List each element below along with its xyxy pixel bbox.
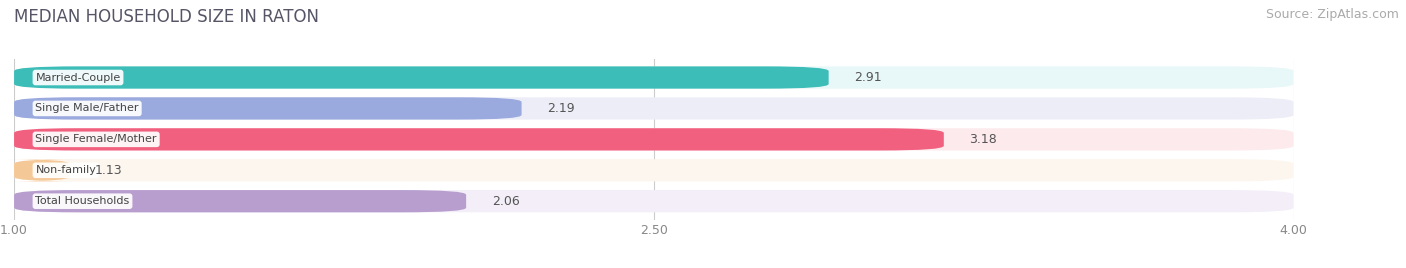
Text: 2.19: 2.19	[547, 102, 575, 115]
FancyBboxPatch shape	[14, 190, 1294, 212]
FancyBboxPatch shape	[14, 190, 467, 212]
Text: 2.06: 2.06	[492, 195, 519, 208]
FancyBboxPatch shape	[6, 159, 77, 181]
FancyBboxPatch shape	[14, 97, 1294, 120]
Text: Single Male/Father: Single Male/Father	[35, 103, 139, 113]
Text: 1.13: 1.13	[96, 164, 122, 177]
Text: Single Female/Mother: Single Female/Mother	[35, 134, 157, 144]
Text: 3.18: 3.18	[969, 133, 997, 146]
FancyBboxPatch shape	[14, 128, 943, 151]
Text: Source: ZipAtlas.com: Source: ZipAtlas.com	[1265, 8, 1399, 21]
Text: Non-family: Non-family	[35, 165, 96, 175]
FancyBboxPatch shape	[14, 159, 1294, 181]
FancyBboxPatch shape	[14, 128, 1294, 151]
Text: MEDIAN HOUSEHOLD SIZE IN RATON: MEDIAN HOUSEHOLD SIZE IN RATON	[14, 8, 319, 26]
Text: Total Households: Total Households	[35, 196, 129, 206]
Text: 2.91: 2.91	[855, 71, 882, 84]
FancyBboxPatch shape	[14, 66, 828, 89]
FancyBboxPatch shape	[14, 97, 522, 120]
Text: Married-Couple: Married-Couple	[35, 73, 121, 83]
FancyBboxPatch shape	[14, 66, 1294, 89]
